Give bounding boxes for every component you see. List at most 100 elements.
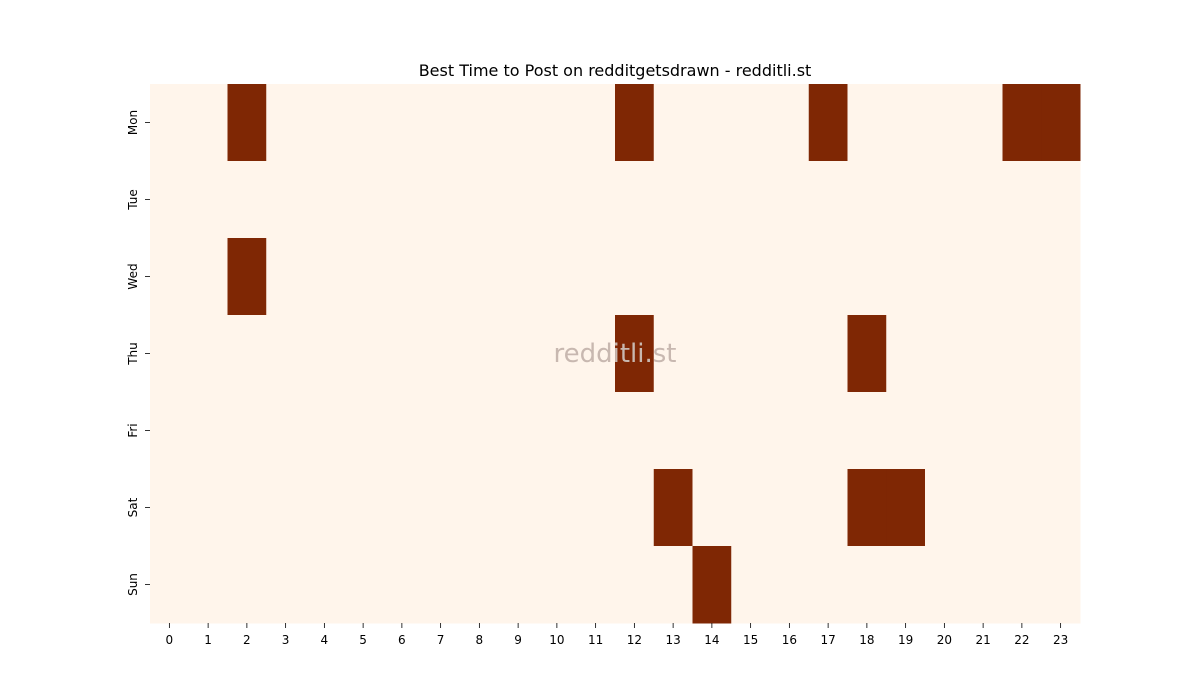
x-tick-label: 17 (820, 633, 835, 647)
heatmap-cell (305, 238, 345, 316)
heatmap-cell (421, 469, 461, 547)
heatmap-cell (1041, 392, 1081, 470)
heatmap-cell (343, 469, 383, 547)
heatmap-cell (808, 469, 848, 547)
heatmap-cell (770, 161, 810, 239)
heatmap-cell (886, 84, 926, 162)
heatmap-cell (692, 315, 732, 393)
heatmap-cell (188, 469, 228, 547)
heatmap-cell (498, 546, 538, 624)
heatmap-cell (460, 469, 500, 547)
heatmap-cell (692, 392, 732, 470)
heatmap-cell (770, 469, 810, 547)
heatmap-cell (382, 315, 422, 393)
heatmap-cell (770, 392, 810, 470)
heatmap-cell (615, 161, 655, 239)
heatmap-cell (498, 469, 538, 547)
heatmap-cell (576, 84, 616, 162)
heatmap-cell (188, 546, 228, 624)
heatmap-cell (692, 238, 732, 316)
heatmap-cell (808, 238, 848, 316)
heatmap-cell (343, 392, 383, 470)
heatmap-cell (343, 161, 383, 239)
heatmap-cell (421, 392, 461, 470)
y-tick-label: Mon (126, 110, 140, 135)
heatmap-cell (266, 238, 306, 316)
heatmap-cell (615, 392, 655, 470)
heatmap-cell (925, 315, 965, 393)
heatmap-cell (266, 315, 306, 393)
heatmap-cell (576, 238, 616, 316)
heatmap-cell (1002, 469, 1042, 547)
heatmap-cell (925, 392, 965, 470)
heatmap-cell (227, 315, 267, 393)
chart-title: Best Time to Post on redditgetsdrawn - r… (419, 61, 812, 80)
heatmap-cell (382, 392, 422, 470)
heatmap-cell (537, 315, 577, 393)
x-tick-label: 8 (476, 633, 484, 647)
heatmap-cell (421, 315, 461, 393)
heatmap-cell (1002, 238, 1042, 316)
heatmap-cell (460, 392, 500, 470)
x-tick-label: 0 (166, 633, 174, 647)
heatmap-cell (460, 161, 500, 239)
heatmap-cell (305, 315, 345, 393)
heatmap-cell (731, 84, 771, 162)
heatmap-cell (692, 546, 732, 624)
heatmap-cell (692, 84, 732, 162)
heatmap-cell (1002, 315, 1042, 393)
heatmap-cell (847, 161, 887, 239)
x-tick-label: 19 (898, 633, 913, 647)
heatmap-cell (1041, 546, 1081, 624)
heatmap-cell (963, 546, 1003, 624)
heatmap-cell (227, 546, 267, 624)
x-tick-label: 11 (588, 633, 603, 647)
heatmap-cell (770, 84, 810, 162)
y-tick-label: Thu (126, 342, 140, 366)
heatmap-cell (460, 84, 500, 162)
y-tick-label: Tue (126, 189, 140, 211)
heatmap-cell (537, 546, 577, 624)
heatmap-cell (227, 392, 267, 470)
x-tick-label: 10 (549, 633, 564, 647)
heatmap-cell (227, 238, 267, 316)
heatmap-cell (421, 546, 461, 624)
heatmap-cell (150, 315, 190, 393)
heatmap-cell (808, 546, 848, 624)
heatmap-cell (343, 315, 383, 393)
heatmap-cell (692, 469, 732, 547)
heatmap-cell (343, 546, 383, 624)
heatmap-cell (188, 315, 228, 393)
x-tick-label: 23 (1053, 633, 1068, 647)
heatmap-cell (537, 238, 577, 316)
heatmap-cell (150, 546, 190, 624)
heatmap-cell (847, 469, 887, 547)
heatmap-cell (847, 315, 887, 393)
heatmap-cell (460, 546, 500, 624)
heatmap-cell (847, 84, 887, 162)
heatmap-cell (615, 238, 655, 316)
x-tick-label: 21 (975, 633, 990, 647)
heatmap-cell (925, 546, 965, 624)
heatmap-cell (1002, 161, 1042, 239)
heatmap-cell (731, 546, 771, 624)
heatmap-cell (653, 469, 693, 547)
heatmap-cell (847, 546, 887, 624)
x-axis-ticks: 0 1 2 3 4 5 6 7 8 9 10 11 12 13 14 15 16 17 18 19 20 21 22 23 (166, 623, 1068, 647)
heatmap-cell (1041, 84, 1081, 162)
heatmap-cell (460, 238, 500, 316)
heatmap-cell (266, 392, 306, 470)
heatmap-cell (653, 546, 693, 624)
heatmap-cell (266, 161, 306, 239)
x-tick-label: 7 (437, 633, 445, 647)
heatmap-cell (963, 392, 1003, 470)
x-tick-label: 5 (359, 633, 367, 647)
heatmap-cell (576, 392, 616, 470)
heatmap-cell (1002, 392, 1042, 470)
heatmap-cell (421, 238, 461, 316)
heatmap-cell (343, 84, 383, 162)
heatmap-cell (266, 546, 306, 624)
y-tick-label: Sun (126, 573, 140, 596)
heatmap-cell (1041, 238, 1081, 316)
